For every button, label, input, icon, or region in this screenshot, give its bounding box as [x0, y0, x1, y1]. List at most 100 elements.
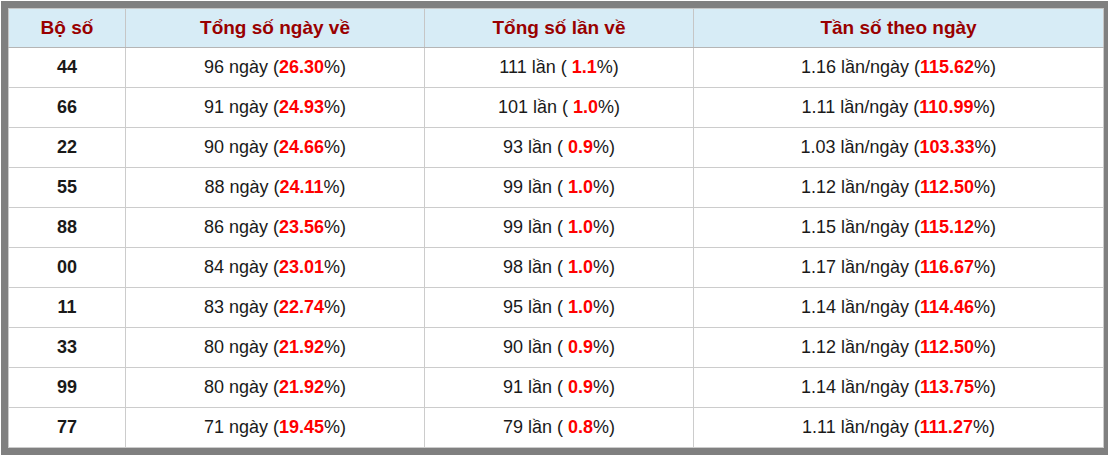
table-row: 11 83 ngày (22.74%) 95 lần ( 1.0%) 1.14 …	[9, 288, 1104, 328]
frequency-suffix: %)	[974, 217, 996, 237]
times-cell: 99 lần ( 1.0%)	[425, 168, 694, 208]
table-row: 66 91 ngày (24.93%) 101 lần ( 1.0%) 1.11…	[9, 88, 1104, 128]
days-cell: 71 ngày (19.45%)	[126, 408, 425, 448]
table-header: Bộ số Tổng số ngày về Tổng số lần về Tần…	[9, 9, 1104, 48]
times-percent: 1.0	[573, 97, 598, 117]
frequency-cell: 1.12 lần/ngày (112.50%)	[694, 328, 1104, 368]
frequency-percent: 116.67	[920, 257, 974, 277]
days-suffix: %)	[324, 297, 346, 317]
frequency-text: 1.03 lần/ngày (	[800, 137, 919, 157]
times-cell: 98 lần ( 1.0%)	[425, 248, 694, 288]
frequency-text: 1.14 lần/ngày (	[801, 377, 920, 397]
frequency-cell: 1.15 lần/ngày (115.12%)	[694, 208, 1104, 248]
column-header-pair: Bộ số	[9, 9, 126, 48]
frequency-text: 1.11 lần/ngày (	[802, 417, 920, 437]
frequency-cell: 1.03 lần/ngày (103.33%)	[694, 128, 1104, 168]
frequency-percent: 112.50	[920, 337, 974, 357]
times-percent: 1.0	[568, 217, 593, 237]
frequency-percent: 115.12	[920, 217, 974, 237]
days-suffix: %)	[324, 337, 346, 357]
times-text: 99 lần (	[503, 217, 568, 237]
days-cell: 91 ngày (24.93%)	[126, 88, 425, 128]
column-header-times: Tổng số lần về	[425, 9, 694, 48]
frequency-cell: 1.17 lần/ngày (116.67%)	[694, 248, 1104, 288]
times-text: 95 lần (	[503, 297, 568, 317]
times-cell: 91 lần ( 0.9%)	[425, 368, 694, 408]
days-cell: 83 ngày (22.74%)	[126, 288, 425, 328]
times-suffix: %)	[593, 417, 615, 437]
days-text: 71 ngày (	[204, 417, 279, 437]
times-percent: 1.0	[568, 257, 593, 277]
pair-value: 00	[9, 248, 126, 288]
pair-value: 66	[9, 88, 126, 128]
times-suffix: %)	[597, 57, 619, 77]
times-cell: 111 lần ( 1.1%)	[425, 48, 694, 88]
times-suffix: %)	[593, 217, 615, 237]
days-suffix: %)	[324, 257, 346, 277]
frequency-cell: 1.16 lần/ngày (115.62%)	[694, 48, 1104, 88]
column-header-frequency: Tần số theo ngày	[694, 9, 1104, 48]
times-percent: 0.9	[568, 377, 593, 397]
frequency-text: 1.12 lần/ngày (	[801, 177, 920, 197]
frequency-percent: 113.75	[920, 377, 974, 397]
frequency-cell: 1.12 lần/ngày (112.50%)	[694, 168, 1104, 208]
frequency-cell: 1.11 lần/ngày (111.27%)	[694, 408, 1104, 448]
frequency-suffix: %)	[973, 97, 995, 117]
times-cell: 93 lần ( 0.9%)	[425, 128, 694, 168]
lottery-pair-stats-panel: Bộ số Tổng số ngày về Tổng số lần về Tần…	[1, 1, 1108, 455]
days-cell: 84 ngày (23.01%)	[126, 248, 425, 288]
times-text: 98 lần (	[503, 257, 568, 277]
pair-value: 44	[9, 48, 126, 88]
table-row: 88 86 ngày (23.56%) 99 lần ( 1.0%) 1.15 …	[9, 208, 1104, 248]
days-text: 88 ngày (	[204, 177, 279, 197]
frequency-text: 1.15 lần/ngày (	[801, 217, 920, 237]
times-percent: 1.1	[572, 57, 597, 77]
days-percent: 24.11	[280, 177, 324, 197]
days-suffix: %)	[324, 97, 346, 117]
times-text: 93 lần (	[503, 137, 568, 157]
days-cell: 96 ngày (26.30%)	[126, 48, 425, 88]
frequency-text: 1.16 lần/ngày (	[801, 57, 920, 77]
frequency-percent: 112.50	[920, 177, 974, 197]
times-text: 91 lần (	[503, 377, 568, 397]
days-cell: 90 ngày (24.66%)	[126, 128, 425, 168]
table-row: 33 80 ngày (21.92%) 90 lần ( 0.9%) 1.12 …	[9, 328, 1104, 368]
days-cell: 80 ngày (21.92%)	[126, 328, 425, 368]
days-suffix: %)	[324, 137, 346, 157]
times-cell: 79 lần ( 0.8%)	[425, 408, 694, 448]
table-row: 77 71 ngày (19.45%) 79 lần ( 0.8%) 1.11 …	[9, 408, 1104, 448]
frequency-percent: 114.46	[920, 297, 974, 317]
days-percent: 21.92	[279, 337, 324, 357]
days-cell: 80 ngày (21.92%)	[126, 368, 425, 408]
table-row: 99 80 ngày (21.92%) 91 lần ( 0.9%) 1.14 …	[9, 368, 1104, 408]
days-percent: 24.66	[279, 137, 324, 157]
times-suffix: %)	[593, 177, 615, 197]
times-suffix: %)	[593, 137, 615, 157]
days-percent: 19.45	[279, 417, 324, 437]
frequency-suffix: %)	[973, 417, 995, 437]
frequency-percent: 103.33	[920, 137, 975, 157]
frequency-percent: 115.62	[920, 57, 974, 77]
days-percent: 22.74	[279, 297, 324, 317]
frequency-text: 1.11 lần/ngày (	[802, 97, 920, 117]
days-cell: 88 ngày (24.11%)	[126, 168, 425, 208]
frequency-percent: 110.99	[919, 97, 973, 117]
times-text: 90 lần (	[503, 337, 568, 357]
frequency-cell: 1.14 lần/ngày (113.75%)	[694, 368, 1104, 408]
pair-value: 22	[9, 128, 126, 168]
table-row: 55 88 ngày (24.11%) 99 lần ( 1.0%) 1.12 …	[9, 168, 1104, 208]
pair-value: 88	[9, 208, 126, 248]
frequency-text: 1.14 lần/ngày (	[801, 297, 920, 317]
days-percent: 23.56	[279, 217, 324, 237]
frequency-text: 1.17 lần/ngày (	[801, 257, 920, 277]
days-percent: 24.93	[279, 97, 324, 117]
frequency-suffix: %)	[974, 377, 996, 397]
days-percent: 26.30	[279, 57, 324, 77]
times-percent: 1.0	[568, 177, 593, 197]
times-suffix: %)	[598, 97, 620, 117]
header-row: Bộ số Tổng số ngày về Tổng số lần về Tần…	[9, 9, 1104, 48]
days-percent: 21.92	[279, 377, 324, 397]
days-text: 90 ngày (	[204, 137, 279, 157]
days-text: 91 ngày (	[204, 97, 279, 117]
times-text: 101 lần (	[498, 97, 573, 117]
